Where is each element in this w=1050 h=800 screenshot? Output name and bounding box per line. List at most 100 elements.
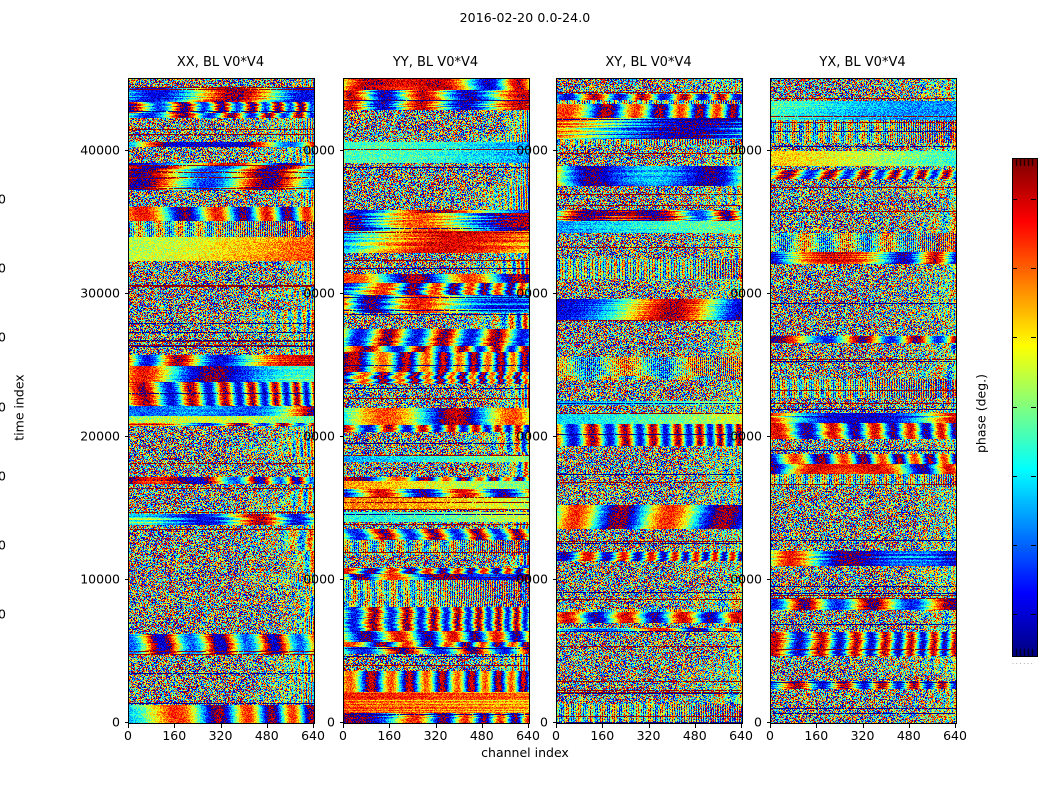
waterfall-image-xy — [557, 79, 742, 723]
x-tick-label: 160 — [590, 728, 615, 743]
x-tick-mark — [389, 724, 390, 728]
colorbar-tick-label: −150 — [0, 606, 6, 622]
colorbar-tick-mark — [1012, 407, 1017, 408]
x-tick-mark — [174, 724, 175, 728]
y-tick-label: 20000 — [80, 428, 120, 444]
colorbar-tick-label: 100 — [0, 260, 6, 276]
waterfall-panel-xx[interactable] — [128, 78, 315, 724]
x-tick-label: 640 — [516, 728, 540, 743]
x-tick-mark — [955, 724, 956, 728]
x-tick-label: 0 — [552, 728, 560, 743]
panel-title-yx: YX, BL V0*V4 — [819, 55, 906, 70]
y-tick-label: 30000 — [80, 285, 120, 301]
waterfall-panel-xy[interactable] — [556, 78, 743, 724]
y-tick-label: 0 — [754, 714, 762, 730]
colorbar-tick-label: 150 — [0, 191, 6, 207]
x-tick-mark — [267, 724, 268, 728]
y-tick-label: 0000 — [730, 142, 762, 158]
x-tick-mark — [909, 724, 910, 728]
y-tick-mark — [553, 722, 557, 723]
x-tick-label: 480 — [469, 728, 494, 743]
colorbar-label: phase (deg.) — [973, 374, 989, 453]
colorbar-tick-mark — [1031, 614, 1036, 615]
y-tick-label: 0 — [327, 714, 335, 730]
colorbar-tick-mark — [1012, 545, 1017, 546]
y-tick-mark — [553, 293, 557, 294]
colorbar-minor-dots: ······ — [1012, 660, 1035, 664]
x-tick-mark — [556, 724, 557, 728]
y-tick-mark — [553, 150, 557, 151]
y-tick-label: 0000 — [730, 428, 762, 444]
waterfall-panel-yy[interactable] — [343, 78, 530, 724]
x-tick-label: 320 — [423, 728, 448, 743]
colorbar-tick-mark — [1012, 476, 1017, 477]
x-tick-mark — [482, 724, 483, 728]
x-tick-label: 480 — [896, 728, 921, 743]
waterfall-image-yy — [344, 79, 529, 723]
x-tick-mark — [602, 724, 603, 728]
figure-suptitle: 2016-02-20 0.0-24.0 — [459, 10, 591, 25]
colorbar-tick-mark — [1031, 199, 1036, 200]
x-tick-label: 0 — [766, 728, 774, 743]
y-tick-mark — [125, 436, 129, 437]
x-tick-label: 480 — [682, 728, 707, 743]
y-tick-mark — [125, 722, 129, 723]
x-tick-label: 160 — [804, 728, 829, 743]
colorbar-tick-mark — [1012, 199, 1017, 200]
y-tick-mark — [125, 579, 129, 580]
x-tick-mark — [221, 724, 222, 728]
y-tick-mark — [340, 293, 344, 294]
x-tick-mark — [528, 724, 529, 728]
y-tick-mark — [767, 579, 771, 580]
y-tick-mark — [767, 150, 771, 151]
y-tick-label: 40000 — [80, 142, 120, 158]
x-tick-mark — [649, 724, 650, 728]
y-tick-mark — [125, 150, 129, 151]
colorbar-tick-mark — [1012, 614, 1017, 615]
y-tick-label: 0 — [112, 714, 120, 730]
y-tick-label: 0000 — [303, 571, 335, 587]
x-tick-mark — [436, 724, 437, 728]
x-tick-label: 320 — [636, 728, 661, 743]
y-tick-label: 0000 — [303, 428, 335, 444]
x-tick-mark — [313, 724, 314, 728]
y-tick-mark — [767, 293, 771, 294]
y-tick-mark — [125, 293, 129, 294]
panel-title-xy: XY, BL V0*V4 — [605, 55, 692, 70]
colorbar-tick-mark — [1031, 545, 1036, 546]
x-axis-label: channel index — [481, 745, 569, 760]
x-tick-label: 0 — [124, 728, 132, 743]
colorbar-tick-mark — [1012, 268, 1017, 269]
y-tick-label: 0000 — [303, 285, 335, 301]
colorbar-tick-label: 50 — [0, 329, 6, 345]
x-tick-mark — [863, 724, 864, 728]
colorbar-tick-mark — [1031, 268, 1036, 269]
waterfall-panel-yx[interactable] — [770, 78, 957, 724]
colorbar-tick-label: − 50 — [0, 468, 6, 484]
x-tick-label: 160 — [162, 728, 187, 743]
waterfall-image-yx — [771, 79, 956, 723]
x-tick-label: 0 — [339, 728, 347, 743]
x-tick-label: 320 — [208, 728, 233, 743]
panel-title-xx: XX, BL V0*V4 — [176, 55, 265, 70]
y-tick-mark — [340, 722, 344, 723]
y-tick-label: 0 — [540, 714, 548, 730]
x-tick-label: 480 — [254, 728, 279, 743]
colorbar-tick-label: 0 — [0, 399, 6, 414]
x-tick-mark — [695, 724, 696, 728]
y-tick-label: 0000 — [303, 142, 335, 158]
y-tick-label: 0000 — [516, 142, 548, 158]
colorbar-tick-mark — [1031, 337, 1036, 338]
x-tick-mark — [816, 724, 817, 728]
x-tick-mark — [770, 724, 771, 728]
y-tick-label: 0000 — [516, 428, 548, 444]
y-tick-label: 10000 — [80, 571, 120, 587]
y-tick-label: 0000 — [516, 571, 548, 587]
x-tick-mark — [128, 724, 129, 728]
y-tick-label: 0000 — [730, 571, 762, 587]
y-tick-mark — [340, 150, 344, 151]
y-tick-mark — [340, 579, 344, 580]
colorbar-tick-mark — [1031, 476, 1036, 477]
y-tick-mark — [553, 436, 557, 437]
